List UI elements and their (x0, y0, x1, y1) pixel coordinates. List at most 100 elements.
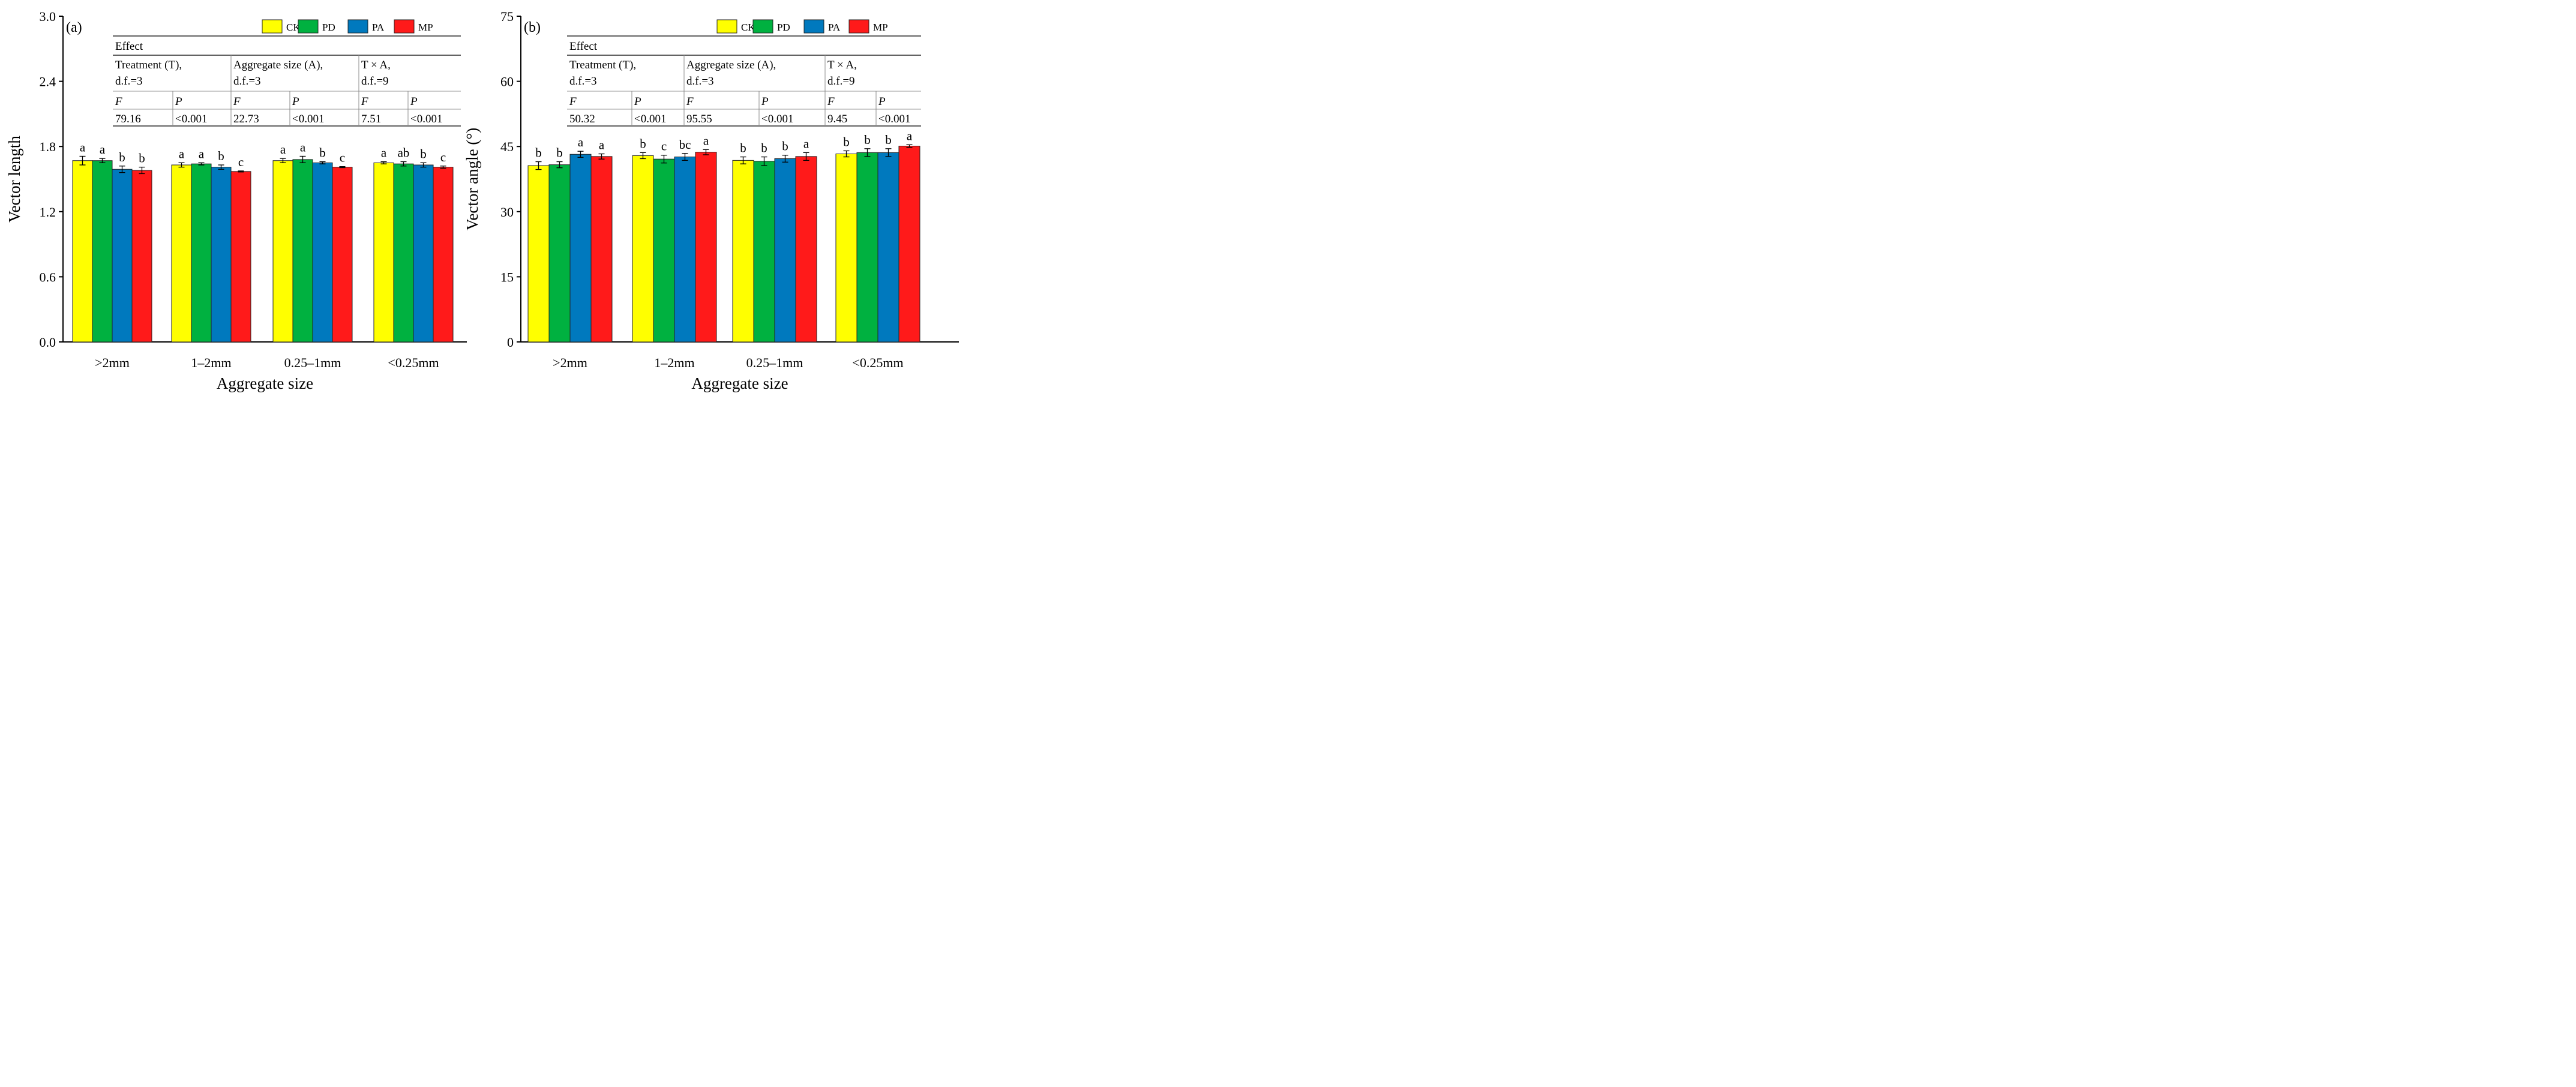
legend-label-mp: MP (873, 22, 888, 33)
bar-pa (674, 157, 696, 343)
table-value: <0.001 (292, 113, 324, 125)
bar-ck (272, 160, 293, 343)
x-tick-label: <0.25mm (388, 355, 439, 370)
significance-letter: c (440, 150, 446, 164)
table-subheader: F (686, 95, 694, 108)
table-group-header: T × A, (361, 59, 391, 71)
significance-letter: b (535, 146, 542, 160)
table-subheader: F (361, 95, 368, 108)
table-subheader: F (569, 95, 577, 108)
legend-label-ck: CK (741, 22, 755, 33)
legend-swatch-pd (752, 19, 773, 34)
legend-swatch-pa (803, 19, 824, 34)
significance-letter: a (578, 135, 584, 149)
bar-pd (753, 161, 775, 343)
significance-letter: b (640, 136, 646, 151)
legend-swatch-mp (394, 19, 415, 34)
table-group-header: d.f.=9 (361, 75, 389, 88)
significance-letter: b (843, 134, 850, 149)
x-tick-label: <0.25mm (852, 355, 903, 370)
table-value: 79.16 (115, 113, 141, 125)
panel-label: (a) (66, 20, 82, 35)
significance-letter: a (703, 133, 709, 148)
x-tick-label: 0.25–1mm (284, 355, 341, 370)
bar-pa (112, 169, 133, 343)
bar-ck (171, 164, 192, 343)
bar-mp (131, 170, 152, 343)
significance-letter: b (740, 141, 746, 155)
significance-letter: b (885, 133, 892, 147)
significance-letter: ab (398, 146, 410, 160)
table-value: <0.001 (878, 113, 910, 125)
legend-swatch-ck (262, 19, 283, 34)
table-value: <0.001 (410, 113, 442, 125)
table-subheader: P (878, 95, 886, 108)
table-group-header: d.f.=3 (115, 75, 143, 88)
table-group-header: Treatment (T), (569, 59, 636, 71)
significance-letter: b (761, 141, 767, 155)
bar-pd (856, 152, 878, 343)
bar-mp (433, 167, 454, 343)
table-group-header: d.f.=3 (686, 75, 714, 88)
bar-ck (72, 160, 93, 343)
anova-table: Effect Treatment (T), d.f.=3 Aggregate size… (567, 35, 921, 127)
table-subheader: F (827, 95, 835, 108)
table-group-header: d.f.=9 (827, 75, 855, 88)
table-subheader: P (761, 95, 769, 108)
y-axis-title: Vector angle (°) (463, 128, 481, 230)
legend-label-pa: PA (372, 22, 385, 33)
bar-pa (211, 167, 232, 343)
bar-pd (191, 163, 212, 343)
y-tick-label: 15 (500, 269, 514, 284)
bar-pa (312, 162, 333, 343)
table-group-header: d.f.=3 (233, 75, 261, 88)
significance-letter: a (199, 146, 205, 161)
significance-letter: a (381, 146, 387, 160)
table-value: <0.001 (761, 113, 793, 125)
legend-swatch-pd (298, 19, 319, 34)
table-value: 95.55 (686, 113, 712, 125)
table-value: 9.45 (827, 113, 847, 125)
table-value: <0.001 (634, 113, 666, 125)
x-axis-title: Aggregate size (217, 374, 313, 392)
significance-letter: bc (679, 137, 691, 152)
table-group-header: T × A, (827, 59, 857, 71)
bar-pd (653, 158, 675, 343)
anova-table: Effect Treatment (T), d.f.=3 Aggregate size… (113, 35, 461, 127)
table-subheader: F (115, 95, 122, 108)
table-subheader: F (233, 95, 241, 108)
bar-mp (332, 167, 353, 343)
y-tick-label: 30 (500, 205, 514, 220)
table-subheader: P (175, 95, 182, 108)
bar-pd (92, 160, 113, 343)
table-value: 50.32 (569, 113, 595, 125)
bar-mp (898, 145, 920, 343)
significance-letter: b (218, 149, 224, 163)
y-axis-title: Vector length (5, 136, 23, 223)
significance-letter: b (139, 151, 145, 166)
legend-label-pa: PA (828, 22, 841, 33)
significance-letter: c (238, 155, 244, 169)
table-title: Effect (569, 40, 598, 53)
y-tick-label: 60 (500, 74, 514, 89)
x-tick-label: 0.25–1mm (746, 355, 803, 370)
bar-pa (877, 152, 899, 343)
significance-letter: b (556, 146, 563, 160)
legend-label-ck: CK (286, 22, 301, 33)
x-tick-label: 1–2mm (654, 355, 694, 370)
table-value: 22.73 (233, 113, 259, 125)
bar-pa (569, 154, 592, 343)
table-title: Effect (115, 40, 143, 53)
significance-letter: a (300, 140, 306, 154)
y-tick-label: 1.2 (40, 205, 56, 220)
panel-label: (b) (524, 20, 541, 35)
table-group-header: d.f.=3 (569, 75, 597, 88)
table-subheader: P (292, 95, 299, 108)
bar-mp (590, 156, 613, 343)
bar-ck (835, 154, 857, 343)
bar-ck (373, 162, 394, 343)
y-tick-label: 75 (500, 9, 514, 24)
x-tick-label: >2mm (95, 355, 130, 370)
significance-letter: a (907, 128, 913, 143)
